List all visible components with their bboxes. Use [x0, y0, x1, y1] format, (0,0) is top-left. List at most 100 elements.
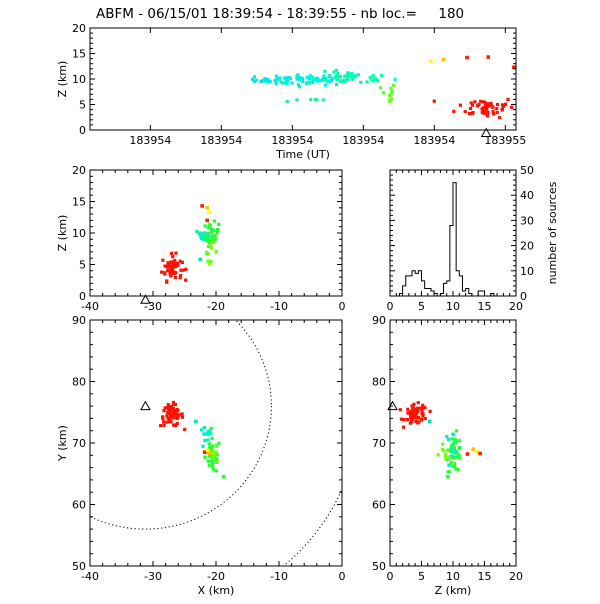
panel-xz: 0 5 10 15 20 -40 -30 -20 -10 0 Z (km)	[56, 164, 346, 313]
source-point	[453, 438, 458, 442]
source-point	[184, 278, 188, 282]
source-point	[210, 228, 214, 232]
source-point	[170, 251, 174, 256]
source-point	[209, 431, 213, 436]
x-tick-label: -30	[144, 300, 162, 313]
source-point	[200, 204, 204, 208]
source-point	[209, 246, 213, 250]
source-point	[215, 230, 219, 235]
source-point	[168, 409, 172, 414]
source-point	[205, 218, 209, 223]
y-tick-label: 10	[72, 227, 86, 240]
source-point	[308, 77, 312, 81]
source-point	[274, 74, 279, 78]
source-point	[180, 412, 184, 416]
source-point	[411, 412, 415, 416]
source-point	[465, 55, 469, 60]
source-point	[453, 451, 457, 455]
x-tick-label: 183955	[484, 134, 526, 147]
source-point	[340, 79, 344, 84]
source-point	[489, 101, 493, 106]
source-point	[409, 414, 413, 418]
source-point	[444, 455, 448, 460]
source-point	[263, 76, 267, 81]
source-point	[450, 449, 454, 453]
source-point	[450, 437, 454, 441]
source-point	[204, 250, 209, 255]
source-point	[484, 104, 488, 108]
x-tick-label: 183954	[200, 134, 242, 147]
y-tick-label: 10	[520, 265, 534, 278]
source-point	[470, 103, 475, 107]
source-point	[208, 261, 212, 266]
source-point	[183, 427, 187, 432]
source-point	[506, 97, 510, 102]
source-point	[178, 276, 182, 280]
plot-frame	[89, 319, 343, 567]
x-tick-label: 0	[387, 300, 394, 313]
source-point	[214, 249, 218, 253]
x-axis-title: Time (UT)	[275, 148, 330, 161]
source-point	[503, 102, 508, 106]
source-point	[169, 260, 173, 264]
source-points	[159, 400, 226, 479]
source-point	[209, 260, 213, 264]
source-point	[479, 99, 483, 103]
source-point	[370, 78, 374, 82]
station-marker-icon	[480, 127, 492, 138]
source-point	[160, 270, 164, 274]
source-point	[181, 268, 185, 272]
source-point	[390, 97, 394, 101]
source-point	[414, 419, 418, 424]
source-point	[174, 416, 178, 420]
source-point	[161, 258, 165, 262]
source-point	[206, 234, 211, 238]
source-point	[265, 80, 269, 84]
source-point	[483, 101, 487, 105]
source-point	[207, 210, 211, 215]
source-point	[491, 110, 495, 114]
source-point	[215, 444, 219, 449]
source-point	[250, 77, 255, 81]
source-point	[495, 110, 499, 115]
source-point	[468, 106, 473, 111]
x-tick-label: -20	[207, 300, 225, 313]
source-point	[300, 76, 305, 80]
x-tick-label: 10	[446, 570, 460, 583]
source-point	[375, 78, 380, 83]
source-point	[480, 111, 484, 115]
x-tick-label: 10	[446, 300, 460, 313]
source-point	[171, 400, 176, 405]
source-point	[313, 97, 317, 102]
source-point	[446, 475, 450, 479]
source-point	[207, 244, 211, 248]
source-point	[208, 243, 212, 248]
source-point	[295, 98, 299, 102]
y-tick-label: 30	[520, 214, 534, 227]
source-point	[176, 409, 180, 413]
source-point	[406, 407, 410, 411]
y-axis-title: number of sources	[546, 181, 559, 284]
source-point	[274, 81, 278, 86]
y-tick-label: 40	[520, 189, 534, 202]
source-point	[252, 75, 257, 79]
source-point	[339, 80, 343, 84]
y-tick-label: 5	[79, 259, 86, 272]
source-point	[207, 463, 211, 467]
source-point	[345, 77, 350, 82]
source-point	[171, 408, 175, 412]
source-point	[179, 268, 183, 272]
source-point	[206, 432, 210, 436]
source-point	[210, 436, 214, 440]
y-tick-label: 0	[520, 290, 527, 303]
source-point	[161, 420, 166, 424]
source-point	[215, 457, 219, 462]
source-point	[166, 269, 170, 273]
source-point	[413, 407, 417, 411]
y-tick-label: 80	[72, 376, 86, 389]
y-tick-label: 60	[72, 499, 86, 512]
source-point	[285, 81, 289, 86]
source-point	[446, 438, 451, 442]
x-tick-label: -40	[81, 300, 99, 313]
source-point	[166, 403, 170, 407]
